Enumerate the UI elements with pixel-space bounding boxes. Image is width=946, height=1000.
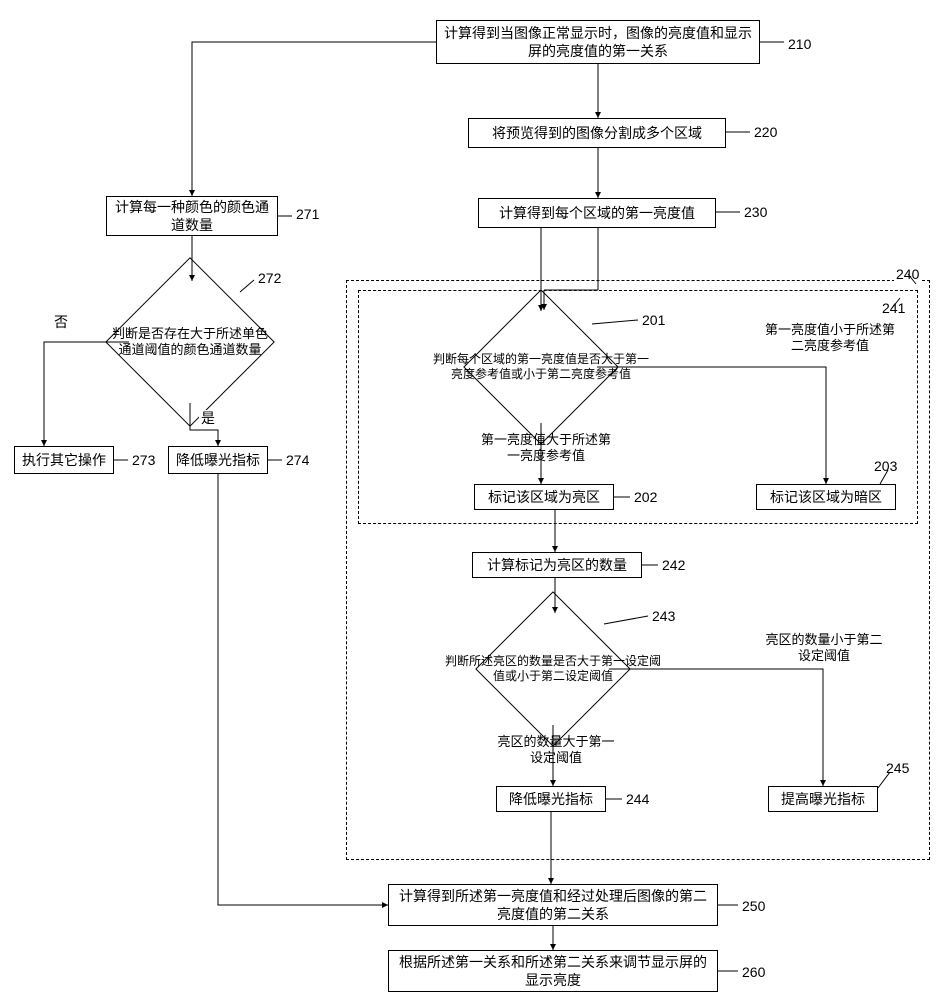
node-202-text: 标记该区域为亮区 bbox=[488, 488, 600, 506]
node-250-text: 计算得到所述第一亮度值和经过处理后图像的第二亮度值的第二关系 bbox=[395, 887, 711, 923]
node-260-text: 根据所述第一关系和所述第二关系来调节显示屏的显示亮度 bbox=[395, 953, 711, 989]
node-271: 计算每一种颜色的颜色通道数量 bbox=[106, 196, 278, 236]
edge-201-down: 第一亮度值大于所述第一亮度参考值 bbox=[476, 432, 616, 465]
node-250: 计算得到所述第一亮度值和经过处理后图像的第二亮度值的第二关系 bbox=[388, 884, 718, 926]
label-220: 220 bbox=[752, 124, 779, 141]
label-274: 274 bbox=[284, 452, 311, 469]
node-220-text: 将预览得到的图像分割成多个区域 bbox=[492, 124, 702, 142]
node-203: 标记该区域为暗区 bbox=[756, 484, 896, 510]
edge-201-right: 第一亮度值小于所述第二亮度参考值 bbox=[760, 322, 900, 355]
node-201: 判断每个区域的第一亮度值是否大于第一亮度参考值或小于第二亮度参考值 bbox=[486, 312, 596, 422]
label-241: 241 bbox=[880, 300, 907, 317]
node-245-text: 提高曝光指标 bbox=[781, 790, 865, 808]
node-201-text: 判断每个区域的第一亮度值是否大于第一亮度参考值或小于第二亮度参考值 bbox=[426, 352, 657, 382]
node-202: 标记该区域为亮区 bbox=[474, 484, 614, 510]
node-271-text: 计算每一种颜色的颜色通道数量 bbox=[113, 198, 271, 234]
label-271: 271 bbox=[294, 206, 321, 223]
label-272-no: 否 bbox=[52, 314, 70, 331]
label-245: 245 bbox=[884, 760, 911, 777]
label-244: 244 bbox=[624, 791, 651, 808]
label-230: 230 bbox=[742, 204, 769, 221]
node-220: 将预览得到的图像分割成多个区域 bbox=[468, 118, 726, 148]
node-243-text: 判断所述亮区的数量是否大于第一设定阈值或小于第二设定阈值 bbox=[438, 654, 669, 684]
node-274: 降低曝光指标 bbox=[168, 446, 268, 474]
label-272: 272 bbox=[256, 270, 283, 287]
label-240: 240 bbox=[894, 266, 921, 283]
node-243: 判断所述亮区的数量是否大于第一设定阈值或小于第二设定阈值 bbox=[498, 614, 608, 724]
node-244: 降低曝光指标 bbox=[496, 786, 606, 812]
node-230: 计算得到每个区域的第一亮度值 bbox=[478, 198, 716, 228]
node-273: 执行其它操作 bbox=[14, 446, 114, 474]
node-273-text: 执行其它操作 bbox=[22, 451, 106, 469]
node-210-text: 计算得到当图像正常显示时，图像的亮度值和显示屏的亮度值的第一关系 bbox=[443, 24, 753, 60]
label-250: 250 bbox=[740, 898, 767, 915]
label-243: 243 bbox=[650, 608, 677, 625]
node-210: 计算得到当图像正常显示时，图像的亮度值和显示屏的亮度值的第一关系 bbox=[436, 20, 760, 64]
node-274-text: 降低曝光指标 bbox=[176, 451, 260, 469]
node-245: 提高曝光指标 bbox=[768, 786, 878, 812]
node-242: 计算标记为亮区的数量 bbox=[472, 552, 642, 578]
edge-243-right: 亮区的数量小于第二设定阈值 bbox=[764, 632, 884, 665]
node-230-text: 计算得到每个区域的第一亮度值 bbox=[499, 204, 695, 222]
node-272-text: 判断是否存在大于所述单色通道阈值的颜色通道数量 bbox=[106, 326, 274, 359]
label-202: 202 bbox=[632, 489, 659, 506]
label-260: 260 bbox=[740, 964, 767, 981]
label-210: 210 bbox=[786, 36, 813, 53]
label-273: 273 bbox=[130, 452, 157, 469]
node-260: 根据所述第一关系和所述第二关系来调节显示屏的显示亮度 bbox=[388, 950, 718, 992]
node-272: 判断是否存在大于所述单色通道阈值的颜色通道数量 bbox=[130, 282, 250, 402]
label-201: 201 bbox=[640, 312, 667, 329]
node-242-text: 计算标记为亮区的数量 bbox=[487, 556, 627, 574]
edge-243-down: 亮区的数量大于第一设定阈值 bbox=[496, 734, 616, 767]
label-242: 242 bbox=[660, 557, 687, 574]
label-203: 203 bbox=[872, 458, 899, 475]
label-272-yes: 是 bbox=[199, 410, 217, 427]
node-244-text: 降低曝光指标 bbox=[509, 790, 593, 808]
node-203-text: 标记该区域为暗区 bbox=[770, 488, 882, 506]
